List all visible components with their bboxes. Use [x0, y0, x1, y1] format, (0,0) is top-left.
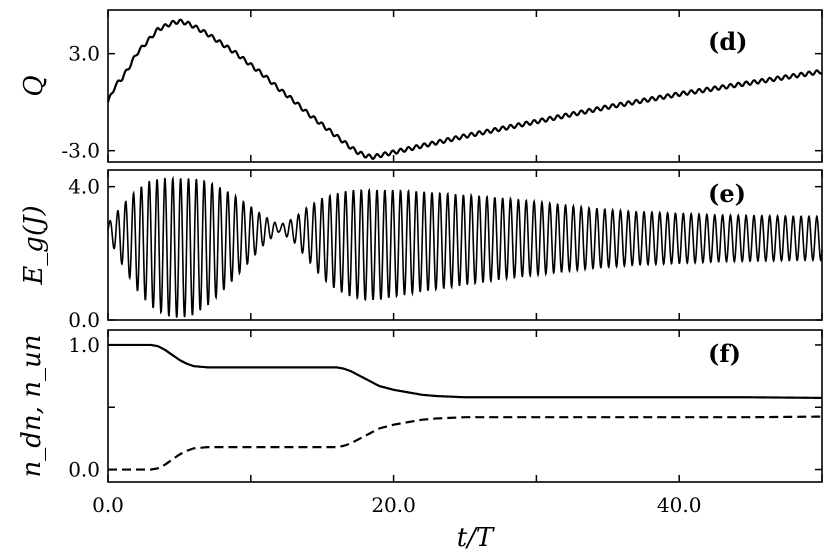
y-axis-label: Q: [19, 75, 49, 96]
y-tick-label: -3.0: [61, 139, 100, 163]
y-axis-label: E_g(J): [19, 205, 49, 285]
panel-frame-1: [107, 169, 823, 321]
x-tick-label: 20.0: [371, 493, 416, 517]
y-tick-label: 0.0: [68, 458, 100, 482]
x-tick-label: 40.0: [657, 493, 702, 517]
series-line-n-dn: [108, 343, 823, 399]
y-tick-label: 1.0: [68, 333, 100, 357]
y-tick-label: 4.0: [68, 175, 100, 199]
x-axis-label: t/T: [457, 523, 495, 553]
y-tick-label: 3.0: [68, 42, 100, 66]
series-line-n-un: [108, 415, 823, 471]
panel-frame-0: [107, 9, 823, 163]
panel-label: (f): [708, 339, 741, 368]
panel-frame-2: [107, 329, 823, 483]
y-axis-label: n_dn, n_un: [17, 335, 47, 478]
panel-label: (d): [708, 27, 748, 56]
y-tick-label: 0.0: [68, 308, 100, 332]
series-line-q: [106, 18, 823, 160]
x-tick-label: 0.0: [92, 493, 124, 517]
series-line-e: [107, 175, 823, 318]
panel-label: (e): [708, 179, 746, 208]
